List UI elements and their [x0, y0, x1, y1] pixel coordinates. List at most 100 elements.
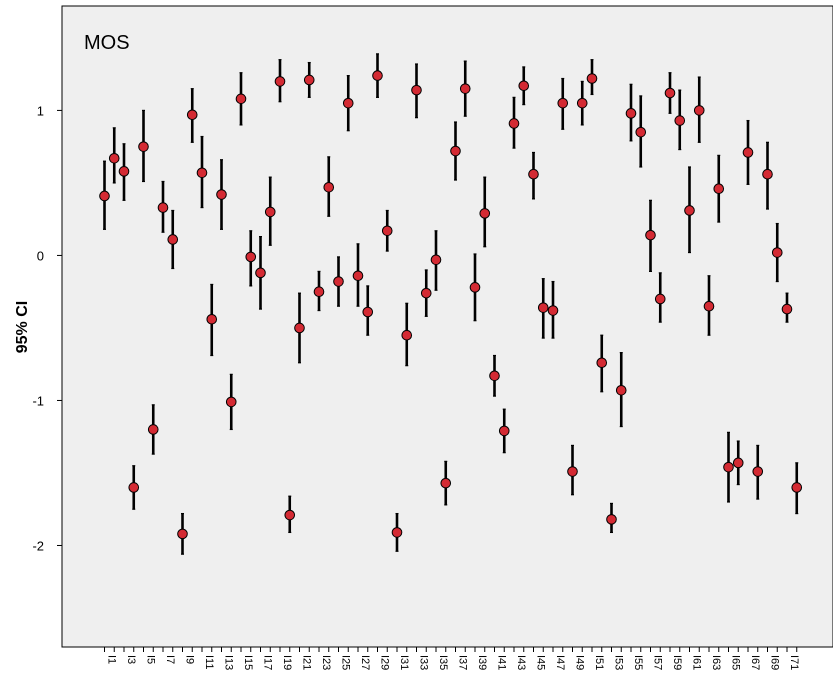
mean-marker: [537, 302, 549, 313]
mean-marker: [586, 73, 598, 84]
mean-marker: [713, 183, 725, 195]
x-tick-label: I11: [203, 655, 215, 669]
mean-marker: [186, 109, 198, 121]
mean-marker: [654, 293, 666, 305]
mean-marker: [411, 84, 422, 96]
x-tick-label: I61: [691, 655, 703, 670]
x-tick-label: I27: [359, 655, 371, 670]
mean-marker: [635, 126, 647, 138]
mean-marker: [128, 482, 140, 493]
mean-marker: [274, 76, 286, 87]
x-tick-label: I1: [106, 655, 118, 664]
mean-marker: [381, 225, 393, 237]
mean-marker: [333, 276, 344, 287]
mean-marker: [352, 270, 364, 282]
x-tick-label: I23: [320, 655, 332, 670]
mean-marker: [528, 168, 539, 180]
mean-marker: [362, 306, 374, 318]
x-tick-label: I17: [262, 655, 274, 670]
mean-marker: [255, 267, 266, 279]
mean-marker: [235, 93, 247, 105]
mean-marker: [732, 457, 744, 469]
x-tick-label: I47: [554, 655, 566, 670]
mean-marker: [684, 205, 695, 216]
mean-marker: [118, 166, 130, 177]
mean-marker: [138, 141, 149, 152]
x-tick-label: I63: [710, 655, 722, 670]
y-axis-label: 95% CI: [14, 301, 31, 353]
x-tick-label: I43: [515, 655, 527, 670]
mean-marker: [294, 322, 305, 334]
x-tick-label: I39: [476, 655, 488, 670]
mean-marker: [167, 234, 179, 245]
x-tick-label: I71: [788, 655, 800, 670]
mean-marker: [606, 514, 617, 525]
mean-marker: [508, 118, 520, 129]
x-tick-label: I15: [242, 655, 254, 670]
mean-marker: [703, 300, 715, 312]
x-tick-label: I5: [145, 655, 157, 664]
mean-marker: [498, 425, 510, 437]
mean-marker: [674, 115, 686, 126]
mean-marker: [459, 83, 471, 94]
mean-marker: [567, 466, 578, 477]
mean-marker: [645, 229, 656, 241]
mean-marker: [625, 108, 637, 119]
x-tick-label: I21: [301, 655, 313, 670]
mean-marker: [742, 147, 754, 158]
mean-marker: [518, 80, 530, 92]
chart-annotation-label: MOS: [84, 32, 130, 54]
mean-marker: [108, 152, 120, 164]
mean-marker: [440, 477, 452, 489]
mean-marker: [791, 482, 803, 493]
mean-marker: [723, 461, 734, 473]
mean-marker: [781, 303, 793, 315]
x-tick-label: I67: [749, 655, 761, 670]
mean-marker: [420, 287, 432, 299]
mean-marker: [557, 97, 569, 109]
mean-marker: [342, 97, 354, 109]
mean-marker: [206, 313, 218, 325]
x-tick-label: I29: [379, 655, 391, 670]
x-tick-label: I45: [535, 655, 547, 670]
x-tick-label: I13: [223, 655, 235, 670]
mean-marker: [596, 357, 608, 369]
mean-marker: [430, 254, 442, 266]
mean-marker: [576, 97, 588, 109]
x-tick-label: I37: [457, 655, 469, 670]
mean-marker: [284, 509, 296, 521]
x-tick-label: I3: [125, 655, 137, 664]
x-tick-label: I35: [437, 655, 449, 670]
mean-marker: [147, 424, 159, 435]
x-axis: I1 I3 I5 I7 I9 I11 I13 I15 I17 I19 I21 I23 I25 I27 I29…: [104, 647, 800, 670]
x-tick-label: I57: [652, 655, 664, 670]
mean-marker: [771, 247, 783, 258]
mean-marker: [450, 145, 461, 157]
x-tick-label: I51: [593, 655, 605, 670]
x-tick-label: I9: [184, 655, 196, 664]
mean-marker: [196, 167, 208, 179]
mean-marker: [313, 286, 325, 297]
mean-marker: [225, 396, 237, 408]
x-tick-label: I33: [418, 655, 430, 670]
mean-markers: [99, 70, 803, 540]
y-axis: 1 0 -1 -2: [32, 103, 62, 553]
mean-marker: [323, 181, 335, 193]
y-tick-label: 1: [37, 103, 44, 118]
x-tick-label: I69: [769, 655, 781, 670]
mean-marker: [99, 190, 110, 202]
mean-marker: [479, 208, 491, 219]
mean-marker: [216, 189, 227, 200]
x-tick-label: I25: [340, 655, 352, 670]
x-tick-label: I19: [281, 655, 293, 670]
y-tick-label: -2: [32, 538, 44, 553]
mean-marker: [391, 527, 403, 538]
x-tick-label: I41: [496, 655, 508, 670]
x-tick-label: I59: [671, 655, 683, 670]
y-tick-label: -1: [32, 393, 44, 408]
mean-marker: [664, 87, 676, 99]
y-tick-label: 0: [37, 248, 44, 263]
mean-marker: [245, 251, 257, 263]
